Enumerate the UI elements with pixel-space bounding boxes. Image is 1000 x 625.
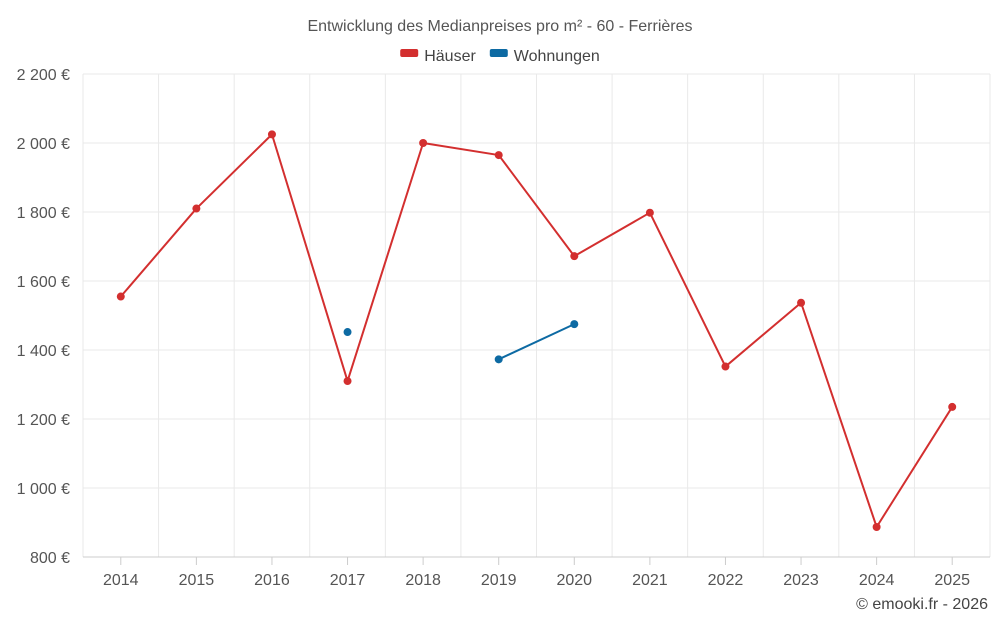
data-point-h-user-2017[interactable] [343, 377, 352, 386]
data-point-wohnungen-2019[interactable] [494, 355, 503, 364]
data-point-h-user-2019[interactable] [494, 151, 503, 160]
x-tick-label: 2016 [254, 572, 290, 589]
x-tick-label: 2019 [481, 572, 517, 589]
series-line [120, 133, 954, 528]
x-tick-label: 2018 [405, 572, 441, 589]
y-tick-label: 1 200 € [17, 412, 70, 429]
x-tick-label: 2015 [179, 572, 215, 589]
y-tick-label: 1 000 € [17, 481, 70, 498]
data-point-h-user-2024[interactable] [872, 522, 881, 531]
series-h-user [116, 130, 957, 531]
legend-swatch [400, 49, 419, 57]
data-point-wohnungen-2020[interactable] [570, 320, 579, 329]
data-point-h-user-2023[interactable] [797, 298, 806, 307]
data-point-wohnungen-2017[interactable] [343, 328, 352, 337]
chart-title: Entwicklung des Medianpreises pro m² - 6… [307, 18, 692, 35]
y-tick-label: 800 € [30, 550, 70, 567]
legend-item-h-user[interactable]: Häuser [400, 48, 476, 65]
y-tick-label: 2 000 € [17, 136, 70, 153]
credit-text: © emooki.fr - 2026 [856, 596, 988, 613]
data-point-h-user-2020[interactable] [570, 252, 579, 261]
data-point-h-user-2015[interactable] [192, 204, 201, 213]
data-point-h-user-2018[interactable] [419, 139, 428, 147]
x-tick-label: 2022 [708, 572, 744, 589]
legend-label: Wohnungen [514, 48, 600, 65]
data-point-h-user-2021[interactable] [645, 208, 654, 217]
legend-item-wohnungen[interactable]: Wohnungen [489, 48, 600, 65]
series [116, 130, 957, 531]
data-point-h-user-2016[interactable] [267, 130, 276, 139]
y-tick-label: 1 600 € [17, 274, 70, 291]
x-tick-label: 2025 [934, 572, 970, 589]
series-line [498, 323, 575, 361]
x-tick-label: 2021 [632, 572, 668, 589]
data-point-h-user-2022[interactable] [721, 362, 730, 371]
x-tick-label: 2023 [783, 572, 819, 589]
y-tick-label: 1 800 € [17, 205, 70, 222]
axes: 800 € 1 000 € 1 200 € 1 400 € 1 600 € 1 800 €… [17, 67, 990, 589]
x-tick-label: 2020 [556, 572, 592, 589]
legend: Häuser Wohnungen [400, 48, 600, 65]
legend-label: Häuser [424, 48, 476, 65]
grid [82, 73, 991, 557]
y-tick-label: 1 400 € [17, 343, 70, 360]
data-point-h-user-2014[interactable] [116, 292, 125, 301]
x-tick-label: 2024 [859, 572, 895, 589]
x-tick-label: 2017 [330, 572, 366, 589]
x-tick-label: 2014 [103, 572, 139, 589]
series-wohnungen [343, 320, 579, 364]
data-point-h-user-2025[interactable] [948, 402, 957, 411]
y-tick-label: 2 200 € [17, 67, 70, 84]
legend-swatch [489, 49, 508, 57]
